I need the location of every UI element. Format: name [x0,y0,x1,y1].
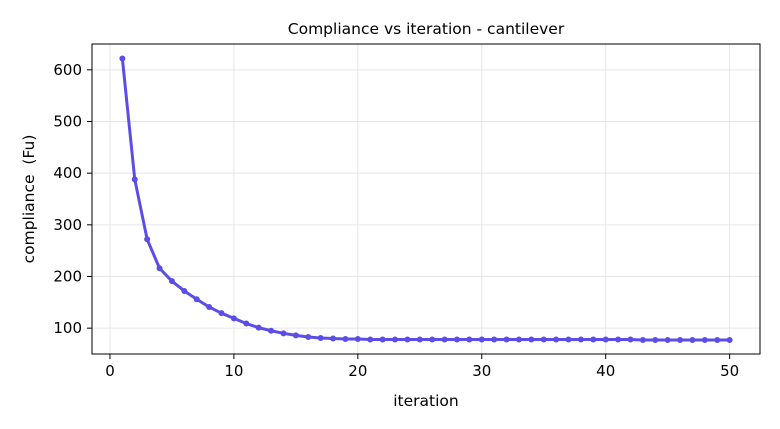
data-point [218,310,225,317]
data-point [119,55,126,62]
data-point [144,236,151,243]
x-tick-label: 50 [720,362,739,380]
data-point [726,337,733,344]
series-line [120,56,732,342]
series-layer [119,55,733,344]
data-point [305,333,312,340]
data-point [478,336,485,343]
data-point [714,337,721,344]
y-tick-label: 300 [53,216,82,234]
data-point [404,336,411,343]
data-point [330,335,337,342]
data-point [701,337,708,344]
x-axis-label: iteration [393,392,458,410]
y-axis-label: compliance (Fu) [20,135,38,264]
data-point [515,336,522,343]
data-point [268,327,275,334]
data-point [230,315,237,322]
data-point [652,337,659,344]
data-point [206,303,213,310]
data-point [664,337,671,344]
data-point [466,336,473,343]
data-point [280,330,287,337]
x-tick-label: 10 [224,362,243,380]
data-point [168,278,175,285]
data-point [553,336,560,343]
data-point [689,337,696,344]
data-point [491,336,498,343]
data-point [181,287,188,294]
data-point [677,337,684,344]
y-tick-label: 100 [53,319,82,337]
data-point [602,336,609,343]
data-point [367,336,374,343]
data-point [590,336,597,343]
data-point [429,336,436,343]
tick-layer: 0 10 20 30 40 50 100 200 300 400 500 600 [53,61,739,380]
data-point [565,336,572,343]
data-point [317,334,324,341]
y-tick-label: 600 [53,61,82,79]
data-point [503,336,510,343]
data-point [441,336,448,343]
y-tick-label: 400 [53,164,82,182]
data-point [540,336,547,343]
data-point [342,336,349,343]
chart-title: Compliance vs iteration - cantilever [288,20,565,38]
data-point [639,337,646,344]
data-point [577,336,584,343]
data-point [392,336,399,343]
x-tick-label: 0 [105,362,115,380]
data-point [131,176,138,183]
data-point [453,336,460,343]
y-tick-label: 200 [53,268,82,286]
data-point [416,336,423,343]
data-point [615,336,622,343]
x-tick-label: 20 [348,362,367,380]
data-point [379,336,386,343]
data-point [528,336,535,343]
x-tick-label: 30 [472,362,491,380]
data-point [292,332,299,339]
y-tick-label: 500 [53,113,82,131]
data-point [193,296,200,303]
data-point [255,324,262,331]
data-point [354,336,361,343]
data-point [243,320,250,327]
data-point [627,336,634,343]
data-point [156,265,163,272]
grid-lines [92,44,760,354]
plot-frame [91,43,761,355]
x-tick-label: 40 [596,362,615,380]
